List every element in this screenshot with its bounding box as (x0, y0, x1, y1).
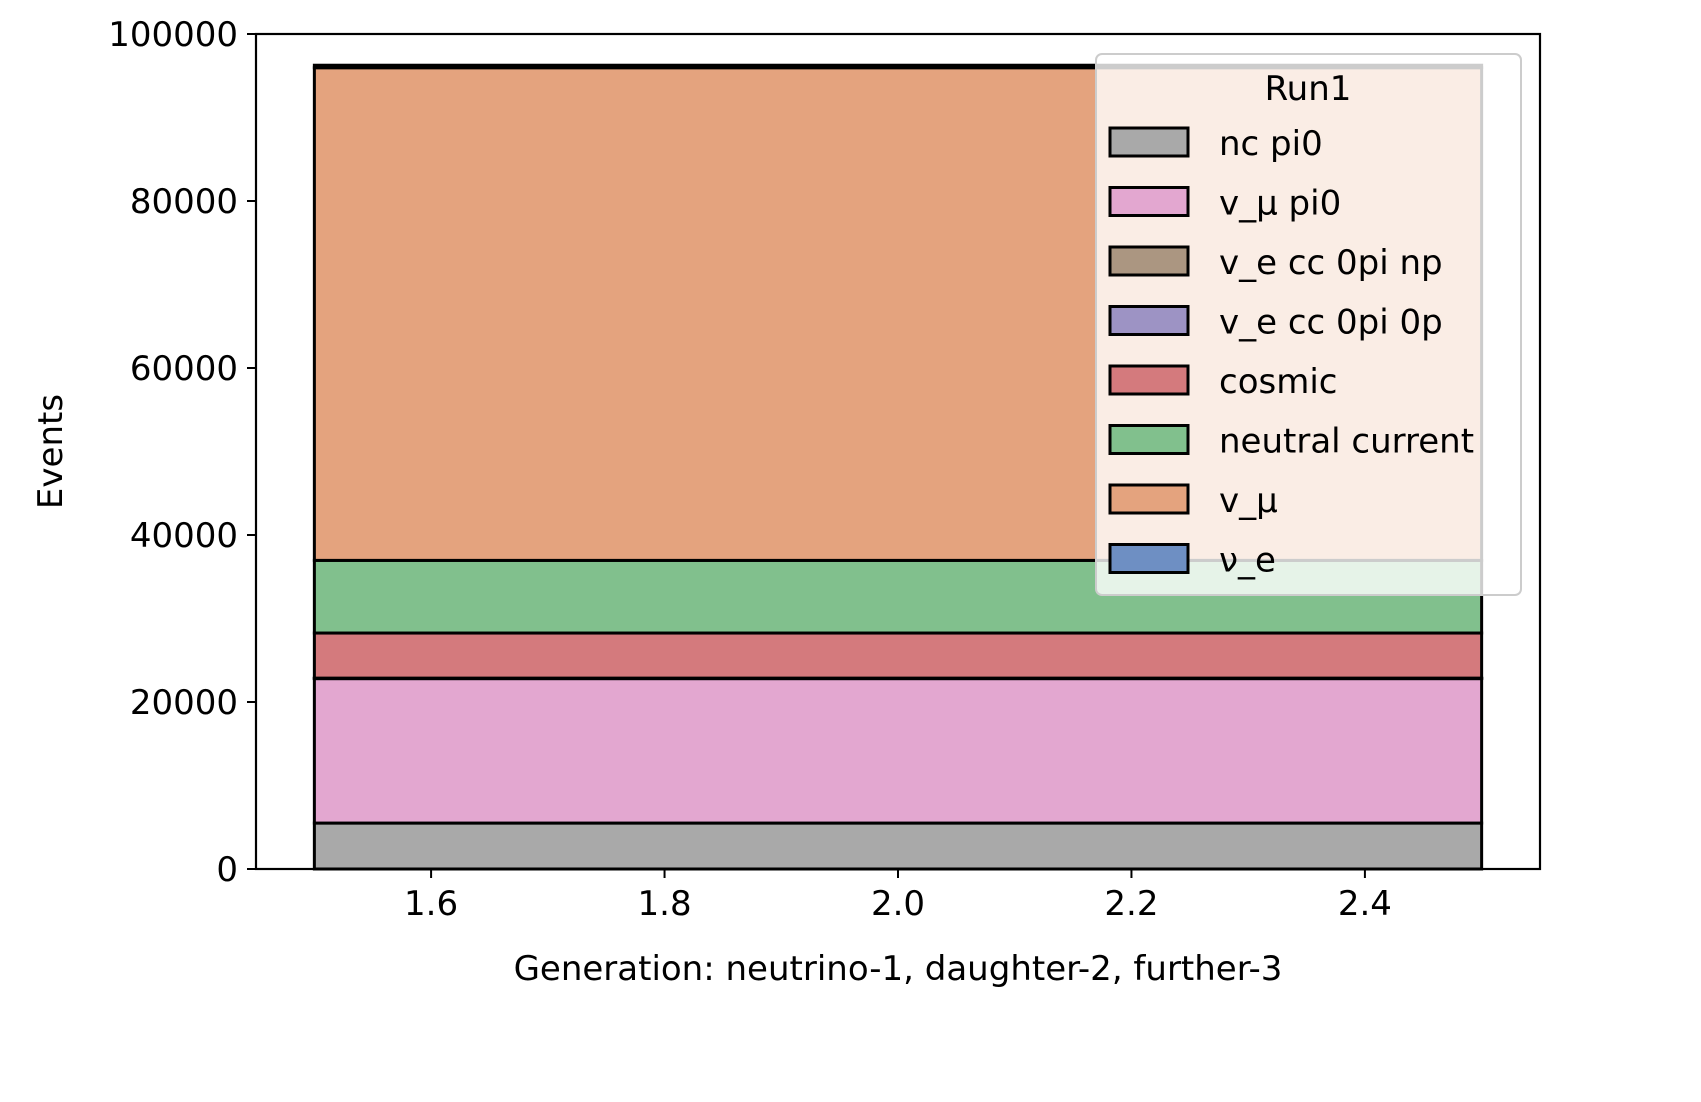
bar-cosmic (312, 631, 1484, 680)
y-axis-label: Events (31, 394, 71, 509)
y-axis-ticks: 0 20000 40000 60000 80000 100000 (108, 15, 256, 890)
legend-box (1095, 53, 1522, 596)
legend-swatch (1108, 364, 1190, 396)
legend-item-v-e-cc-0pi-np: v_e cc 0pi np (1108, 243, 1443, 283)
x-tick-label: 1.6 (404, 884, 458, 924)
legend-swatch (1108, 186, 1190, 217)
legend-item-neutral-current: neutral current (1108, 422, 1474, 462)
x-tick-label: 2.0 (871, 884, 925, 924)
x-axis-label: Generation: neutrino-1, daughter-2, furt… (514, 949, 1283, 989)
x-axis-ticks: 1.6 1.8 2.0 2.2 2.4 (404, 869, 1392, 924)
x-tick-label: 2.4 (1338, 884, 1392, 924)
y-tick-label: 20000 (130, 683, 238, 723)
legend-items: nc pi0 v_μ pi0 v_e cc 0pi np v_e cc 0pi 0p c… (1108, 124, 1474, 581)
legend-label: neutral current (1219, 422, 1474, 462)
x-tick-label: 1.8 (638, 884, 692, 924)
legend-label: nc pi0 (1219, 124, 1323, 164)
bar-v-mu-pi0 (312, 677, 1484, 825)
x-tick-label: 2.2 (1104, 884, 1158, 924)
y-tick-label: 80000 (130, 182, 238, 222)
legend-item-v-mu: v_μ (1108, 481, 1278, 521)
legend-item-v-e-cc-0pi-0p: v_e cc 0pi 0p (1108, 303, 1443, 343)
y-tick-label: 0 (216, 850, 238, 890)
legend: Run1 nc pi0 v_μ pi0 v_e cc 0pi np v_e cc 0p… (1095, 53, 1522, 596)
legend-item-nu-e: ν_e (1108, 541, 1276, 581)
legend-swatch (1108, 543, 1190, 574)
legend-label: v_μ (1219, 481, 1278, 521)
legend-swatch (1108, 424, 1190, 455)
legend-swatch (1108, 305, 1190, 336)
legend-item-nc-pi0: nc pi0 (1108, 124, 1323, 164)
y-tick-label: 40000 (130, 516, 238, 556)
legend-label: ν_e (1219, 541, 1276, 581)
legend-label: v_μ pi0 (1219, 184, 1341, 224)
legend-label: v_e cc 0pi np (1219, 243, 1443, 283)
legend-label: v_e cc 0pi 0p (1219, 303, 1443, 343)
legend-label: cosmic (1219, 362, 1337, 402)
legend-swatch (1108, 245, 1190, 277)
legend-swatch (1108, 126, 1190, 158)
legend-item-cosmic: cosmic (1108, 362, 1337, 402)
legend-title: Run1 (1265, 69, 1352, 109)
legend-swatch (1108, 483, 1190, 515)
y-tick-label: 100000 (108, 15, 238, 55)
y-tick-label: 60000 (130, 349, 238, 389)
legend-item-v-mu-pi0: v_μ pi0 (1108, 184, 1341, 224)
bar-nc-pi0 (312, 821, 1484, 871)
